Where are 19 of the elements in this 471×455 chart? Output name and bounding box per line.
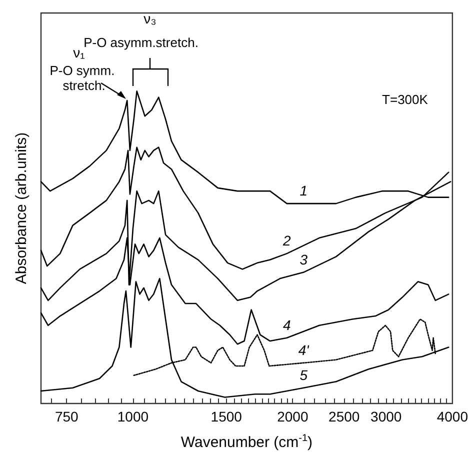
y-axis-title: Absorbance (arb.units) xyxy=(13,132,30,284)
series-label: 2 xyxy=(282,232,291,249)
series-label: 1 xyxy=(300,182,308,199)
annotation: P-O symm. stretch. xyxy=(50,63,118,93)
x-tick-label: 4000 xyxy=(436,408,468,424)
series-label: 4' xyxy=(298,342,310,358)
series-label: 4 xyxy=(282,316,291,333)
text: ν₁ xyxy=(73,44,86,60)
x-tick-label: 1000 xyxy=(117,408,149,424)
x-tick-label: 750 xyxy=(54,408,79,424)
x-tick-label: 2000 xyxy=(277,408,308,424)
series-label: 5 xyxy=(300,366,308,383)
text: ν₃ xyxy=(144,10,156,26)
x-tick-label: 2500 xyxy=(328,408,360,424)
text: P-O asymm.stretch. xyxy=(84,35,198,50)
x-tick-label: 3000 xyxy=(370,408,402,424)
series-label: 3 xyxy=(300,251,308,268)
x-tick-label: 1500 xyxy=(210,408,242,424)
annotation: T=300K xyxy=(382,92,428,107)
